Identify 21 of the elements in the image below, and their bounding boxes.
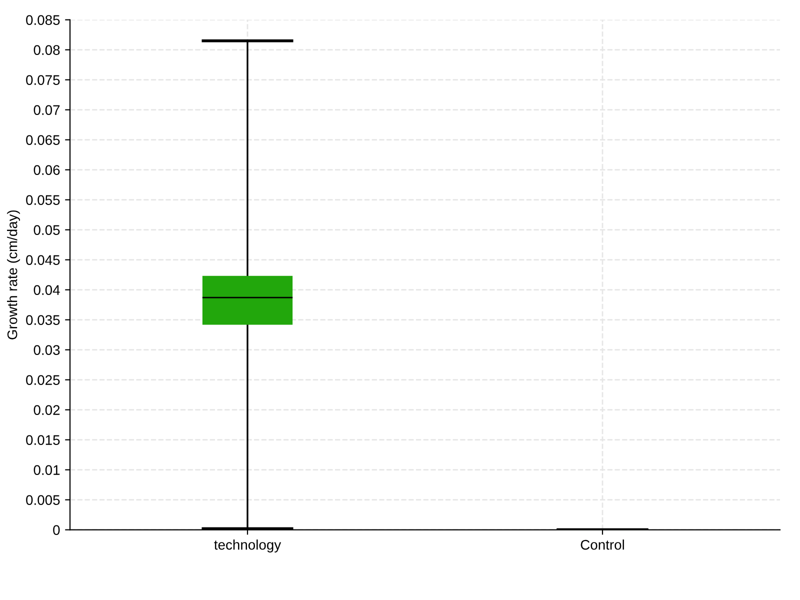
y-tick-label: 0.06 (34, 165, 60, 175)
y-tick-label: 0.025 (26, 375, 60, 385)
y-tick-label: 0.04 (34, 285, 60, 295)
y-tick-label: 0.055 (26, 195, 60, 205)
y-tick-label: 0.045 (26, 255, 60, 265)
y-tick-label: 0.085 (26, 15, 60, 25)
y-tick-label: 0.065 (26, 135, 60, 145)
y-axis-title: Growth rate (cm/day) (7, 210, 20, 340)
y-tick-label: 0.01 (34, 465, 60, 475)
y-tick-label: 0.02 (34, 405, 60, 415)
y-tick-label: 0.03 (34, 345, 60, 355)
y-tick-label: 0.015 (26, 435, 60, 445)
y-tick-label: 0.005 (26, 495, 60, 505)
y-tick-label: 0.035 (26, 315, 60, 325)
y-tick-label: 0.075 (26, 75, 60, 85)
x-tick-label: Control (580, 540, 624, 550)
x-tick-label: technology (214, 540, 282, 552)
y-tick-label: 0.07 (34, 105, 60, 115)
y-tick-label: 0.08 (34, 45, 60, 55)
y-tick-label: 0 (53, 525, 60, 535)
y-tick-label: 0.05 (34, 225, 60, 235)
